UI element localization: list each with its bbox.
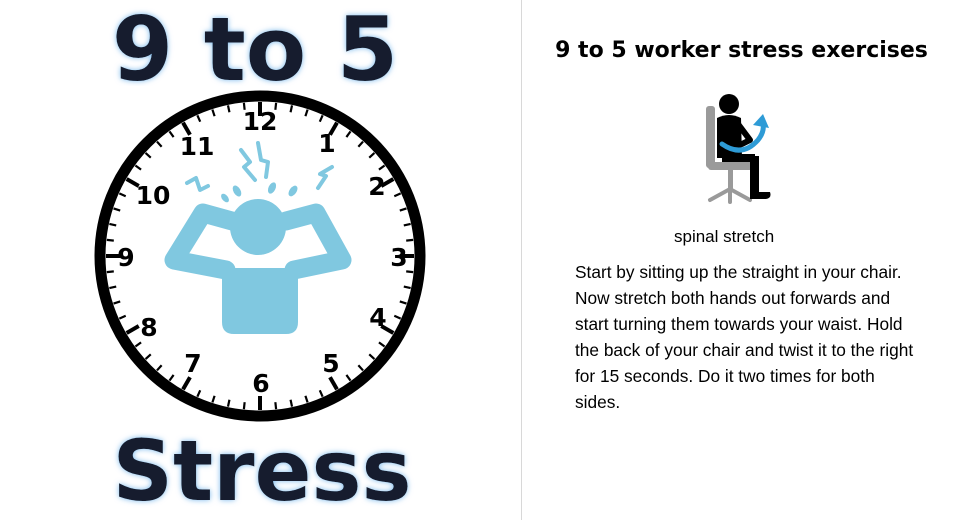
hour-tick [125, 177, 140, 188]
stressed-person-icon [164, 141, 352, 334]
minute-tick [345, 130, 352, 138]
hour-tick [181, 121, 192, 136]
minute-tick [113, 207, 121, 212]
hour-tick [181, 376, 192, 391]
clock-number-11: 11 [180, 132, 215, 161]
minute-tick [368, 353, 376, 360]
minute-tick [109, 222, 117, 227]
stress-poster: 9 to 5 12 1 2 3 4 5 6 7 8 9 10 11 [94, 0, 426, 520]
minute-tick [406, 238, 414, 242]
minute-tick [403, 285, 411, 290]
minute-tick [345, 374, 352, 382]
clock-number-3: 3 [390, 243, 407, 272]
minute-tick [134, 164, 142, 171]
clock-number-5: 5 [322, 349, 339, 378]
minute-tick [242, 102, 246, 110]
clock-number-8: 8 [140, 313, 157, 342]
minute-tick [156, 364, 163, 372]
exercise-panel: 9 to 5 worker stress exercises spinal st… [522, 0, 961, 520]
footer-word: Stress [112, 422, 411, 520]
minute-tick [242, 402, 246, 410]
clock-number-7: 7 [184, 349, 201, 378]
minute-tick [357, 364, 364, 372]
minute-tick [118, 192, 127, 198]
minute-tick [106, 270, 114, 274]
clock-number-9: 9 [117, 243, 134, 272]
minute-tick [304, 395, 309, 403]
minute-tick [274, 402, 278, 410]
minute-tick [318, 114, 324, 123]
minute-tick [393, 314, 402, 320]
page-title: 9 to 5 worker stress exercises [555, 38, 928, 63]
minute-tick [118, 314, 127, 320]
minute-tick [144, 152, 152, 159]
minute-tick [393, 192, 402, 198]
minute-tick [289, 399, 294, 407]
hour-tick [328, 376, 339, 391]
minute-tick [378, 164, 386, 171]
minute-tick [226, 105, 231, 113]
clock-face [94, 90, 426, 422]
minute-tick [196, 389, 202, 398]
clock-illustration: 9 to 5 12 1 2 3 4 5 6 7 8 9 10 11 [94, 0, 426, 520]
clock-number-2: 2 [368, 172, 385, 201]
headline: 9 to 5 [112, 0, 398, 101]
minute-tick [211, 109, 216, 117]
minute-tick [226, 399, 231, 407]
minute-tick [274, 102, 278, 110]
minute-tick [399, 300, 407, 305]
minute-tick [399, 207, 407, 212]
minute-tick [106, 238, 114, 242]
minute-tick [168, 374, 175, 382]
minute-tick [304, 109, 309, 117]
hour-tick [328, 121, 339, 136]
minute-tick [406, 270, 414, 274]
clock-number-1: 1 [318, 129, 335, 158]
seated-spinal-twist-icon [706, 94, 771, 204]
minute-tick [134, 341, 142, 348]
hour-tick [125, 324, 140, 335]
minute-tick [113, 300, 121, 305]
minute-tick [144, 353, 152, 360]
minute-tick [168, 130, 175, 138]
minute-tick [211, 395, 216, 403]
exercise-description: Start by sitting up the straight in your… [575, 262, 914, 412]
minute-tick [318, 389, 324, 398]
minute-tick [403, 222, 411, 227]
hour-tick [380, 177, 395, 188]
clock-ticks [106, 102, 414, 410]
minute-tick [289, 105, 294, 113]
hour-tick [380, 324, 395, 335]
minute-tick [156, 140, 163, 148]
panel-divider [521, 0, 522, 520]
minute-tick [357, 140, 364, 148]
clock-number-10: 10 [136, 181, 171, 210]
minute-tick [196, 114, 202, 123]
clock-number-12: 12 [243, 107, 278, 136]
clock-numbers: 12 1 2 3 4 5 6 7 8 9 10 11 [117, 107, 407, 398]
minute-tick [368, 152, 376, 159]
minute-tick [109, 285, 117, 290]
clock-number-6: 6 [252, 369, 269, 398]
clock-number-4: 4 [369, 303, 386, 332]
minute-tick [378, 341, 386, 348]
exercise-name: spinal stretch [674, 227, 775, 246]
